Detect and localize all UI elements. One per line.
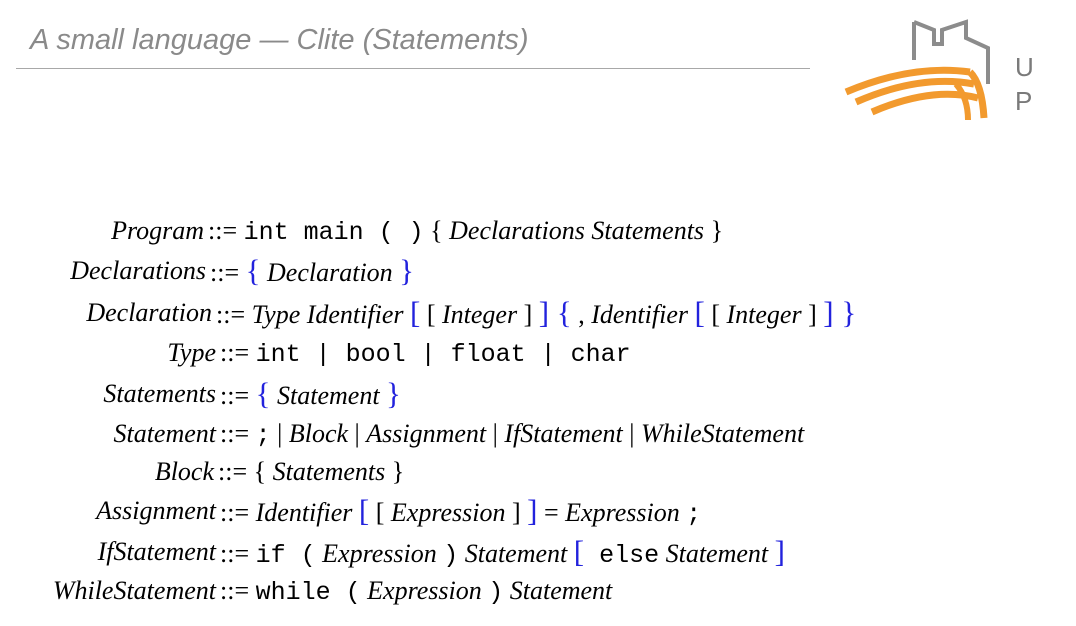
nonterminal: Integer <box>442 300 518 329</box>
rule-lhs: Statements <box>103 379 216 408</box>
literal-text: [ <box>420 300 442 329</box>
define-symbol: ::= <box>210 258 246 287</box>
meta-symbol: } <box>386 376 401 411</box>
nonterminal: Expression <box>565 498 687 527</box>
meta-symbol: ] <box>774 534 785 569</box>
literal-text: [ <box>369 498 391 527</box>
terminal-token: ) <box>488 578 504 607</box>
nonterminal: Statement <box>659 539 775 568</box>
meta-symbol: { <box>245 253 261 288</box>
nonterminal: Type Identifier <box>251 300 410 329</box>
meta-symbol: ] <box>538 295 550 330</box>
meta-symbol: { <box>549 295 572 330</box>
terminal-token: else <box>584 541 660 570</box>
terminal-token: while ( <box>255 578 361 607</box>
meta-symbol: } <box>399 253 415 288</box>
nonterminal: WhileStatement <box>641 419 805 448</box>
meta-symbol: [ <box>410 295 421 330</box>
nonterminal: Expression <box>315 539 444 568</box>
rule-lhs: Assignment <box>96 496 216 525</box>
rule-lhs: Statement <box>113 419 216 448</box>
define-symbol: ::= <box>208 216 244 245</box>
define-symbol: ::= <box>220 419 256 448</box>
meta-symbol: [ <box>573 534 585 569</box>
rule-definition: ::= { Statement } <box>220 375 401 415</box>
rule-definition: ::= Type Identifier [ [ Integer ] ] { , … <box>216 294 856 334</box>
define-symbol: ::= <box>220 576 256 605</box>
terminal-token: ; <box>686 500 702 529</box>
rule-definition: ::= if ( Expression ) Statement [ else S… <box>220 533 785 575</box>
rule-lhs: Block <box>154 457 214 486</box>
literal-text: [ <box>704 300 727 329</box>
nonterminal: Statement <box>458 539 574 568</box>
nonterminal: Identifier <box>255 498 359 527</box>
rule-lhs: WhileStatement <box>52 576 216 605</box>
terminal-token: if ( <box>255 541 316 570</box>
literal-text: } <box>385 457 405 486</box>
nonterminal: Block <box>288 419 349 448</box>
nonterminal: Assignment <box>366 419 487 448</box>
rule-definition: ::= { Declaration } <box>210 252 414 292</box>
nonterminal: Expression <box>390 498 506 527</box>
nonterminal: Declarations Statements <box>449 216 705 245</box>
nonterminal: Integer <box>726 300 802 329</box>
nonterminal: Statement <box>503 576 613 605</box>
literal-text: { <box>423 216 450 245</box>
meta-symbol: ] <box>823 295 834 330</box>
define-symbol: ::= <box>216 300 252 329</box>
define-symbol: ::= <box>218 457 254 486</box>
meta-symbol: { <box>255 376 271 411</box>
rule-definition: ::= int main ( ) { Declarations Statemen… <box>208 212 723 252</box>
meta-symbol: [ <box>694 295 705 330</box>
rule-lhs: Program <box>111 216 204 245</box>
nonterminal: Expression <box>360 576 489 605</box>
literal-text: | <box>348 419 367 448</box>
literal-text: } <box>704 216 724 245</box>
terminal-token: int main ( ) <box>243 218 424 247</box>
rule-definition: ::= ; | Block | Assignment | IfStatement… <box>220 415 804 455</box>
literal-text: ] <box>801 300 824 329</box>
literal-text: ] <box>517 300 539 329</box>
university-logo-icon <box>844 19 990 121</box>
literal-text: | <box>622 419 642 448</box>
define-symbol: ::= <box>220 498 256 527</box>
rule-definition: ::= Identifier [ [ Expression ] ] = Expr… <box>220 492 701 534</box>
define-symbol: ::= <box>220 539 256 568</box>
literal-text: ] <box>505 498 528 527</box>
define-symbol: ::= <box>220 338 256 367</box>
meta-symbol: ] <box>527 493 538 528</box>
slide-title: A small language — Clite (Statements) <box>30 24 529 56</box>
title-divider <box>16 68 810 69</box>
terminal-token: ; <box>255 421 271 450</box>
rule-lhs: IfStatement <box>97 537 216 566</box>
rule-definition: ::= { Statements } <box>218 453 404 491</box>
terminal-token: ) <box>443 541 459 570</box>
nonterminal: IfStatement <box>504 419 623 448</box>
nonterminal: Statements <box>272 457 386 486</box>
rule-definition: ::= while ( Expression ) Statement <box>220 572 612 612</box>
rule-definition: ::= int | bool | float | char <box>220 334 631 374</box>
nonterminal: Statement <box>270 381 387 410</box>
literal-text: { <box>253 457 273 486</box>
literal-text: | <box>270 419 289 448</box>
nonterminal: Identifier <box>591 300 695 329</box>
literal-text: | <box>486 419 505 448</box>
literal-text: , <box>571 300 592 329</box>
logo-letter-p: P <box>1015 86 1033 116</box>
rule-lhs: Declarations <box>70 256 206 285</box>
meta-symbol: } <box>833 295 857 330</box>
logo-letter-u: U <box>1015 52 1034 82</box>
rule-lhs: Declaration <box>86 298 212 327</box>
literal-text: = <box>537 498 566 527</box>
meta-symbol: [ <box>358 493 370 528</box>
define-symbol: ::= <box>220 381 256 410</box>
terminal-token: int | bool | float | char <box>255 340 631 369</box>
rule-lhs: Type <box>167 338 216 367</box>
nonterminal: Declaration <box>260 258 400 287</box>
